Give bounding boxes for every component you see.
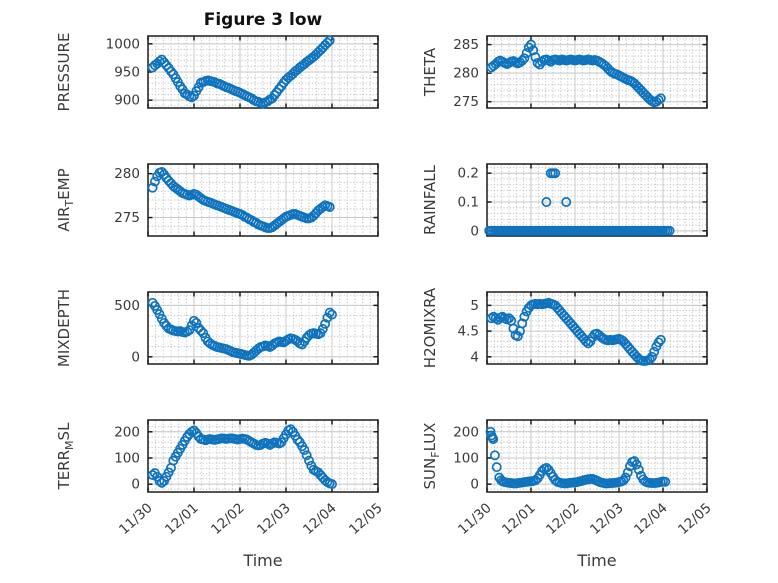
- svg-text:12/03: 12/03: [254, 500, 294, 538]
- svg-text:12/05: 12/05: [675, 500, 715, 538]
- svg-text:0: 0: [470, 223, 479, 239]
- subplot-air-temp: 275 280: [114, 163, 379, 237]
- svg-text:0.2: 0.2: [458, 166, 479, 182]
- svg-text:4: 4: [470, 349, 479, 365]
- svg-text:280: 280: [453, 66, 479, 82]
- svg-text:275: 275: [453, 94, 479, 110]
- svg-text:12/01: 12/01: [499, 500, 539, 538]
- subplot-mixdepth: 0 500: [114, 291, 379, 365]
- subplot-terr-msl: 0 100 200 11/30 12/01 12/02 12/03 12/04 12/05: [114, 419, 386, 538]
- svg-text:1000: 1000: [106, 36, 140, 52]
- svg-text:100: 100: [453, 450, 479, 466]
- svg-text:500: 500: [114, 298, 140, 314]
- svg-text:285: 285: [453, 37, 479, 53]
- svg-text:4.5: 4.5: [458, 324, 479, 340]
- subplot-pressure: 900 950 1000: [106, 35, 379, 109]
- svg-text:11/30: 11/30: [116, 500, 156, 538]
- svg-text:950: 950: [114, 65, 140, 81]
- svg-text:12/02: 12/02: [543, 500, 583, 538]
- svg-text:12/04: 12/04: [631, 500, 671, 538]
- y-axis-label-terr-msl: TERRMSL: [55, 422, 76, 490]
- svg-text:12/04: 12/04: [300, 500, 340, 538]
- x-axis-title-right: Time: [577, 551, 617, 570]
- svg-text:12/01: 12/01: [162, 500, 202, 538]
- svg-text:12/05: 12/05: [346, 500, 386, 538]
- figure-title: Figure 3 low: [203, 10, 323, 30]
- svg-text:12/02: 12/02: [208, 500, 248, 538]
- svg-text:0.1: 0.1: [458, 195, 479, 211]
- subplot-theta: 275 280 285: [453, 35, 708, 110]
- svg-text:11/30: 11/30: [455, 500, 495, 538]
- svg-text:100: 100: [114, 450, 140, 466]
- subplot-h2omixra: 44.55: [458, 291, 708, 366]
- svg-text:0: 0: [131, 349, 140, 365]
- svg-text:5: 5: [470, 298, 479, 314]
- svg-text:900: 900: [114, 93, 140, 109]
- subplot-sun-flux: 0 100 200 11/30 12/01 12/02 12/03 12/04 12/05: [453, 419, 715, 538]
- svg-text:200: 200: [453, 424, 479, 440]
- svg-text:0: 0: [470, 477, 479, 493]
- svg-text:12/03: 12/03: [587, 500, 627, 538]
- svg-text:275: 275: [114, 210, 140, 226]
- subplot-rainfall: 0 0.1 0.2: [458, 163, 708, 239]
- svg-text:280: 280: [114, 166, 140, 182]
- svg-text:0: 0: [131, 477, 140, 493]
- x-axis-title-left: Time: [243, 551, 283, 570]
- svg-text:200: 200: [114, 424, 140, 440]
